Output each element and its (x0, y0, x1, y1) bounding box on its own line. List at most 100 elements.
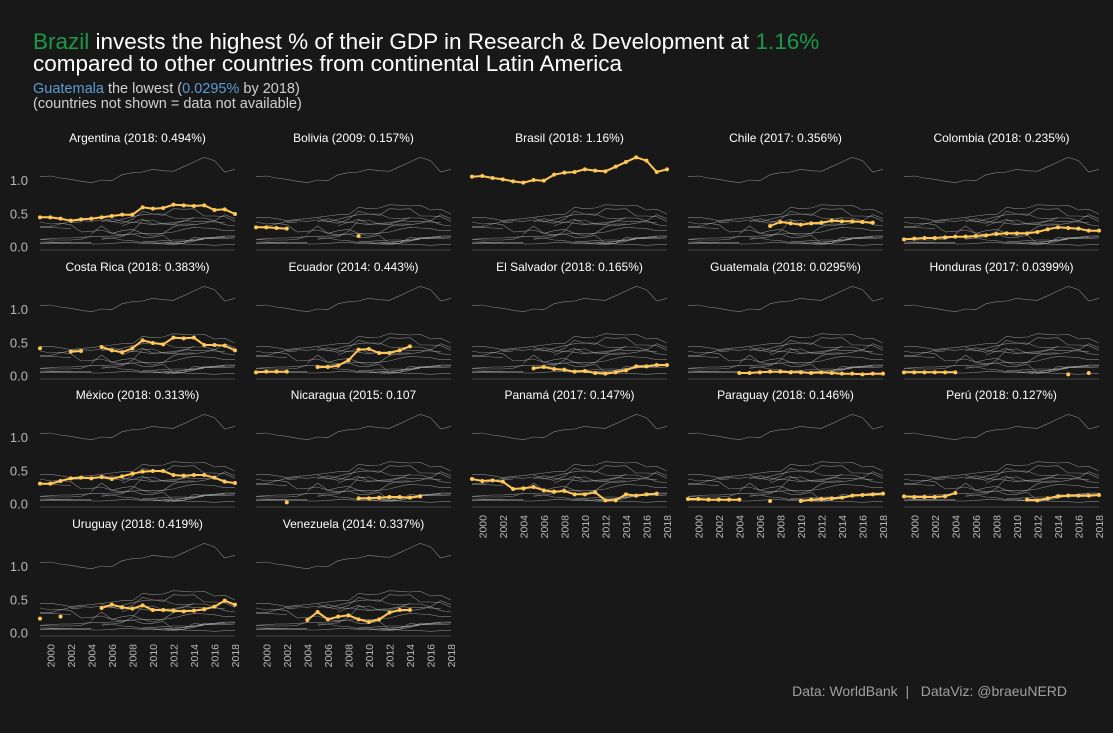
context-line (152, 493, 236, 502)
context-line (101, 217, 195, 239)
x-tick-label: 2010 (148, 644, 160, 668)
context-line (286, 350, 298, 352)
context-line (317, 217, 411, 239)
data-point (181, 336, 186, 341)
context-line (368, 365, 452, 374)
context-line (256, 204, 452, 222)
data-point (727, 497, 732, 502)
x-tick-label: 2002 (66, 644, 78, 668)
data-point (79, 349, 84, 353)
x-tick-label: 2012 (168, 644, 180, 668)
data-point (531, 485, 536, 489)
data-point (222, 343, 227, 348)
data-point (819, 220, 824, 225)
data-point (973, 234, 978, 238)
context-line (256, 612, 287, 615)
panel-title: México (2018: 0.313%) (76, 388, 199, 402)
context-line (255, 612, 451, 626)
data-point (706, 497, 711, 502)
data-point (922, 370, 927, 375)
context-line (152, 365, 236, 374)
context-line (255, 364, 308, 370)
context-line (687, 413, 884, 441)
series-line (688, 498, 740, 501)
data-point (284, 369, 289, 374)
series-line (256, 226, 287, 230)
context-line (739, 352, 842, 366)
data-point (336, 614, 341, 619)
data-point (932, 370, 937, 375)
data-point (48, 481, 53, 486)
context-line (39, 221, 225, 244)
context-line (934, 478, 946, 480)
context-line (903, 364, 956, 370)
context-line (472, 333, 668, 351)
x-tick-label: 2006 (971, 515, 983, 539)
data-point (696, 497, 701, 501)
panel: Uruguay (2018: 0.419%) 0.0 0.5 1.0 2000 2002 2… (10, 517, 242, 667)
context-line (471, 364, 524, 370)
data-point (202, 203, 207, 208)
data-point (593, 490, 598, 495)
context-line (40, 241, 92, 243)
data-point (562, 489, 567, 493)
data-point (1097, 228, 1101, 233)
context-line (584, 236, 668, 245)
data-point (778, 220, 783, 224)
context-line (472, 342, 668, 357)
data-point (284, 226, 289, 231)
data-point (171, 335, 176, 340)
data-point (1004, 231, 1009, 236)
data-point (654, 491, 659, 496)
context-line (121, 349, 225, 356)
context-line (40, 355, 71, 358)
context-line (39, 226, 235, 240)
data-point (860, 220, 865, 224)
context-line (39, 350, 225, 373)
context-line (379, 623, 452, 630)
context-line (769, 349, 873, 356)
context-line (40, 370, 92, 373)
data-point (613, 164, 618, 169)
data-point (1066, 493, 1071, 498)
data-point (953, 491, 958, 495)
context-line (255, 413, 452, 441)
panel: Ecuador (2014: 0.443%) (254, 260, 452, 380)
data-point (356, 496, 361, 501)
data-point (881, 371, 885, 376)
x-tick-label: 2018 (230, 644, 242, 668)
x-tick-label: 2016 (641, 515, 653, 539)
x-tick-label: 2014 (837, 515, 849, 539)
panel-title: El Salvador (2018: 0.165%) (496, 260, 643, 274)
data-point (161, 342, 166, 347)
data-point (1045, 227, 1050, 232)
data-point (686, 497, 690, 501)
data-point (634, 364, 639, 369)
data-point (634, 493, 639, 498)
context-line (934, 221, 946, 223)
data-point (644, 364, 649, 369)
context-line (91, 242, 235, 246)
data-point (222, 207, 227, 212)
context-line (70, 478, 82, 480)
context-line (800, 365, 884, 374)
context-line (307, 242, 451, 246)
context-line (533, 208, 668, 224)
context-line (317, 208, 452, 224)
data-point (161, 206, 166, 210)
x-tick-label: 2002 (714, 515, 726, 539)
data-point (552, 172, 557, 177)
x-tick-label: 2016 (209, 644, 221, 668)
context-line (688, 204, 884, 222)
context-line (101, 474, 195, 496)
context-line (688, 461, 884, 479)
subtitle-line-2: (countries not shown = data not availabl… (33, 96, 302, 112)
data-point (120, 605, 125, 610)
context-line (39, 612, 235, 626)
data-point (490, 478, 495, 483)
x-tick-label: 2004 (518, 515, 530, 539)
context-line (255, 350, 441, 373)
data-point (902, 370, 906, 375)
x-tick-label: 2004 (734, 515, 746, 539)
data-point (1076, 226, 1081, 231)
